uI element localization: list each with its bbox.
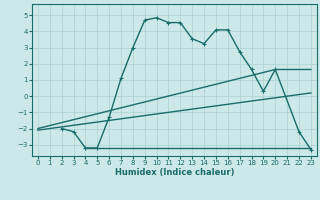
X-axis label: Humidex (Indice chaleur): Humidex (Indice chaleur) xyxy=(115,168,234,177)
